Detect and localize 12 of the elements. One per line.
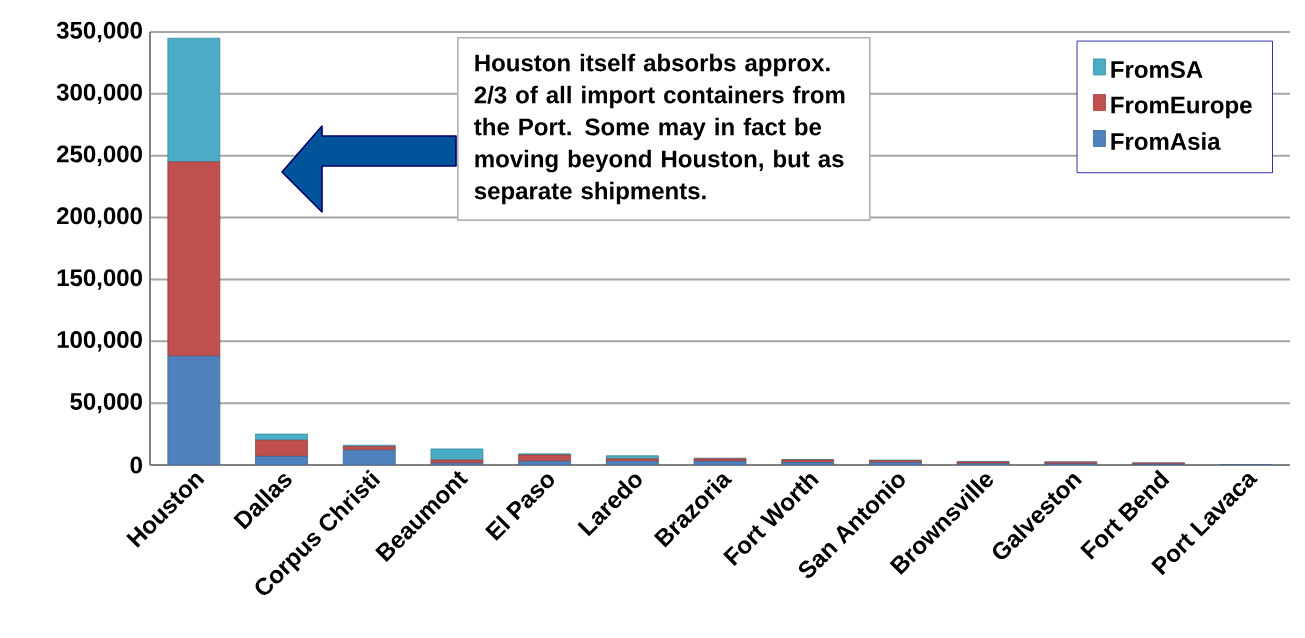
y-tick-label: 50,000 <box>70 392 142 414</box>
y-tick-label: 300,000 <box>56 83 142 105</box>
legend-label: FromSA <box>1111 61 1203 79</box>
annotation: Houston itself absorbs approx. 2/3 of all import containers from the Port. Some may in fact be moving beyond Houston, but as separate shipments. <box>474 53 845 205</box>
y-tick-label: 0 <box>130 456 142 474</box>
legend-label: FromEurope <box>1111 96 1252 119</box>
y-tick-label: 100,000 <box>57 331 142 352</box>
y-tick-label: 250,000 <box>57 145 142 166</box>
y-tick-label: 200,000 <box>57 207 142 228</box>
y-tick-label: 350,000 <box>56 21 142 43</box>
y-tick-label: 150,000 <box>57 269 142 290</box>
legend-label: FromAsia <box>1111 132 1221 150</box>
